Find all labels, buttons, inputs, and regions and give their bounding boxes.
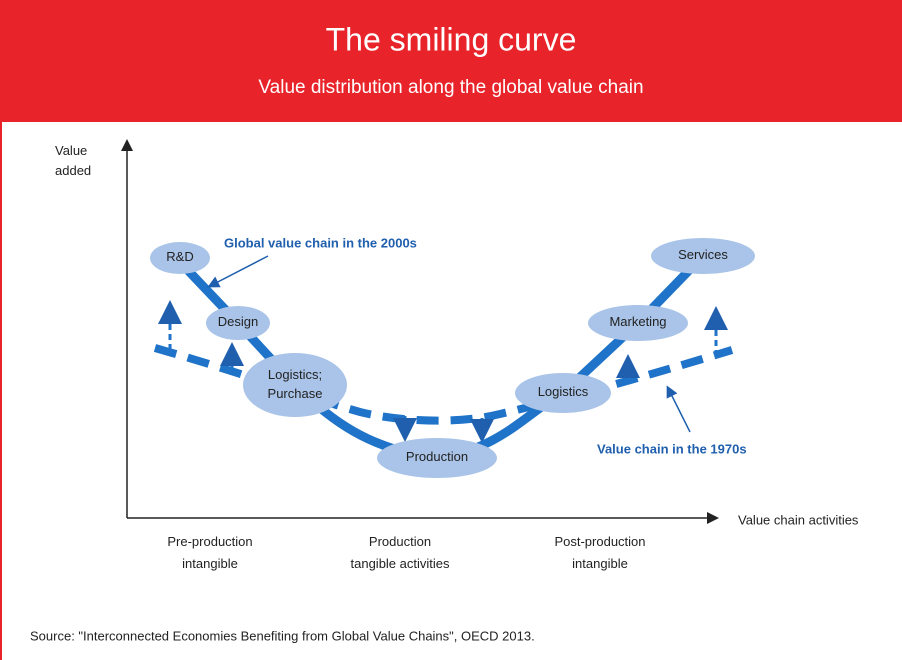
- node-label: Marketing: [609, 314, 666, 329]
- annotation: Global value chain in the 2000s: [224, 235, 417, 250]
- header-band: [0, 0, 902, 122]
- nodes: [150, 238, 755, 478]
- title: The smiling curve: [326, 21, 577, 57]
- node: [243, 353, 347, 417]
- stage-label: Pre-production intangible: [167, 534, 252, 571]
- shift-arrows: [158, 300, 728, 443]
- y-axis-label: Value added: [55, 143, 91, 178]
- stage-label: Post-production intangible: [554, 534, 645, 571]
- source: Source: "Interconnected Economies Benefi…: [30, 628, 535, 643]
- annotation: Value chain in the 1970s: [597, 441, 747, 456]
- node-label: Design: [218, 314, 258, 329]
- node: [588, 305, 688, 341]
- x-axis-label: Value chain activities: [738, 512, 859, 527]
- node-label: Logistics; Purchase: [268, 367, 323, 401]
- node-label: Logistics: [538, 384, 589, 399]
- curve-2000s: [176, 252, 707, 463]
- node-label: R&D: [166, 249, 193, 264]
- annotation-arrow: [666, 385, 691, 433]
- node-label: Production: [406, 449, 468, 464]
- node: [515, 373, 611, 413]
- node: [206, 306, 270, 340]
- curve-1970s: [153, 344, 734, 425]
- stage-label: Production tangible activities: [351, 534, 450, 571]
- node: [651, 238, 755, 274]
- node-label: Services: [678, 247, 728, 262]
- subtitle: Value distribution along the global valu…: [258, 77, 643, 98]
- annotation-arrow: [207, 255, 269, 288]
- node: [150, 242, 210, 274]
- node: [377, 438, 497, 478]
